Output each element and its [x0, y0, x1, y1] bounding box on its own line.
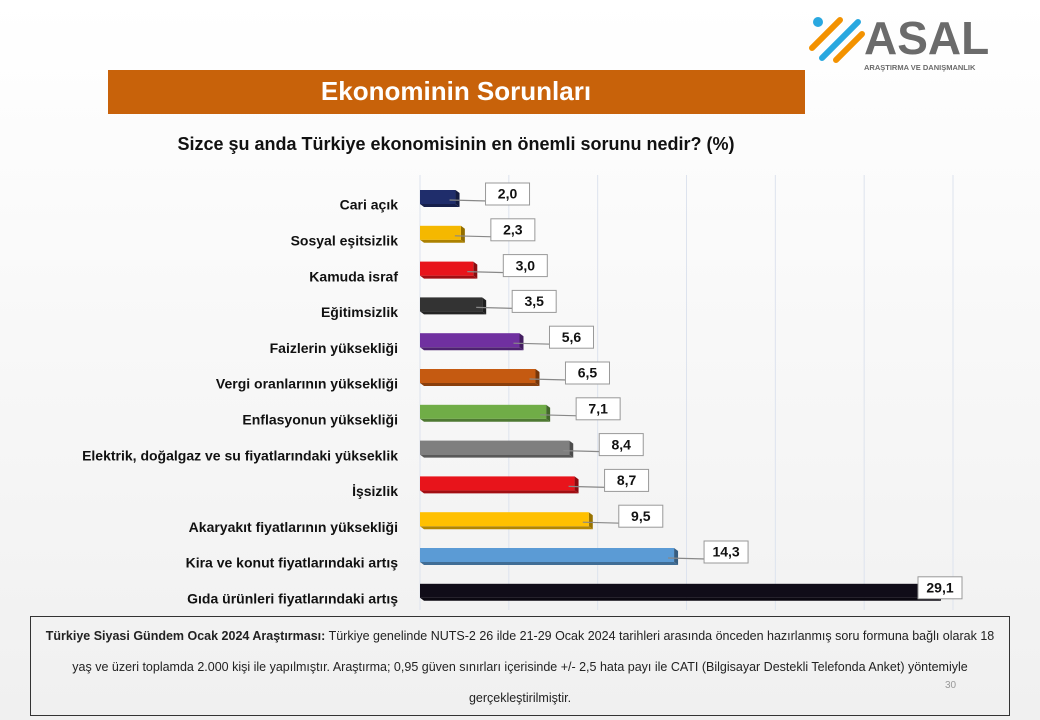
- footnote: Türkiye Siyasi Gündem Ocak 2024 Araştırm…: [30, 616, 1010, 716]
- value-label: 29,1: [926, 580, 953, 596]
- bar: [420, 225, 461, 240]
- value-label-box: [604, 468, 650, 492]
- bar: [420, 476, 575, 491]
- bar-side: [473, 261, 478, 279]
- value-label: 14,3: [712, 544, 739, 560]
- value-label-box: [511, 289, 557, 313]
- leader-line: [582, 521, 621, 524]
- value-label: 6,5: [578, 365, 598, 381]
- value-label-box: [917, 576, 963, 600]
- bar-bottom: [420, 239, 465, 243]
- bar: [420, 548, 675, 562]
- page-number: 30: [945, 680, 957, 691]
- bar-side: [482, 297, 487, 315]
- category-label: Gıda ürünleri fiyatlarındaki artış: [187, 591, 398, 607]
- value-label: 2,3: [503, 222, 523, 238]
- bar: [420, 440, 570, 455]
- bar-bottom: [420, 311, 487, 315]
- value-label-box: [575, 397, 621, 421]
- category-label: Cari açık: [340, 197, 399, 213]
- value-label-box: [485, 182, 531, 206]
- category-label: Enflasyonun yüksekliği: [242, 412, 398, 428]
- category-label: Faizlerin yüksekliği: [270, 340, 398, 356]
- bar-side: [519, 333, 524, 351]
- bar: [420, 190, 456, 204]
- bar-bottom: [420, 490, 579, 494]
- value-label: 8,4: [612, 436, 632, 452]
- bar: [420, 333, 520, 348]
- leader-line: [449, 199, 488, 202]
- bar-side: [460, 225, 465, 243]
- bar-side: [674, 548, 679, 565]
- logo-name: ASAL: [864, 12, 989, 64]
- category-label: Akaryakıt fiyatlarının yüksekliği: [189, 519, 398, 535]
- bar: [420, 583, 938, 598]
- bar-side: [455, 190, 460, 207]
- value-label-box: [618, 504, 664, 528]
- value-label: 7,1: [588, 401, 608, 417]
- leader-line: [454, 235, 493, 238]
- footnote-bold: Türkiye Siyasi Gündem Ocak 2024 Araştırm…: [45, 629, 326, 643]
- category-label: Kira ve konut fiyatlarındaki artış: [186, 555, 399, 571]
- bar-bottom: [420, 275, 478, 279]
- bar-bottom: [420, 597, 942, 601]
- value-label: 8,7: [617, 472, 637, 488]
- bar-bottom: [420, 383, 540, 386]
- title-bar: [108, 70, 805, 114]
- leader-line: [568, 485, 607, 488]
- category-label: Eğitimsizlik: [321, 304, 398, 320]
- chart-title: Ekonominin Sorunları: [321, 76, 591, 106]
- value-label: 3,0: [516, 257, 536, 273]
- leader-line: [476, 306, 515, 309]
- bar-side: [535, 369, 540, 386]
- value-label-box: [703, 540, 749, 564]
- bar-bottom: [420, 204, 460, 207]
- bar-side: [574, 476, 579, 494]
- bar: [420, 404, 547, 419]
- category-label: Kamuda israf: [309, 268, 398, 284]
- bar: [420, 369, 536, 383]
- bar-bottom: [420, 454, 574, 458]
- leader-line: [529, 378, 568, 381]
- chart-subtitle: Sizce şu anda Türkiye ekonomisinin en ön…: [177, 134, 734, 154]
- bar-bottom: [420, 418, 551, 422]
- value-label: 3,5: [524, 293, 544, 309]
- value-label-box: [490, 218, 536, 242]
- bar: [420, 512, 589, 527]
- logo-tagline: ARAŞTIRMA VE DANIŞMANLIK: [864, 63, 976, 72]
- leader-line: [668, 557, 707, 560]
- bar: [420, 297, 483, 312]
- logo-icon: [809, 17, 865, 63]
- bar-side: [588, 512, 593, 530]
- value-label-box: [548, 325, 594, 349]
- leader-line: [513, 342, 552, 345]
- bar-side: [546, 404, 551, 422]
- leader-line: [467, 271, 506, 274]
- bar: [420, 261, 474, 276]
- value-label-box: [564, 361, 610, 385]
- bar-bottom: [420, 347, 524, 351]
- category-label: Elektrik, doğalgaz ve su fiyatlarındaki …: [82, 447, 398, 463]
- footnote-text: Türkiye genelinde NUTS-2 26 ilde 21-29 O…: [72, 629, 995, 705]
- value-label: 5,6: [562, 329, 582, 345]
- bar-side: [569, 440, 574, 458]
- category-label: İşsizlik: [352, 483, 398, 499]
- value-label-box: [598, 433, 644, 457]
- value-label: 2,0: [498, 186, 518, 202]
- value-label-box: [502, 254, 548, 278]
- bar-bottom: [420, 526, 593, 530]
- bar-bottom: [420, 562, 679, 565]
- category-label: Sosyal eşitsizlik: [291, 233, 399, 249]
- leader-line: [540, 414, 579, 417]
- leader-line: [563, 450, 602, 453]
- value-label: 9,5: [631, 508, 651, 524]
- category-label: Vergi oranlarının yüksekliği: [216, 376, 398, 392]
